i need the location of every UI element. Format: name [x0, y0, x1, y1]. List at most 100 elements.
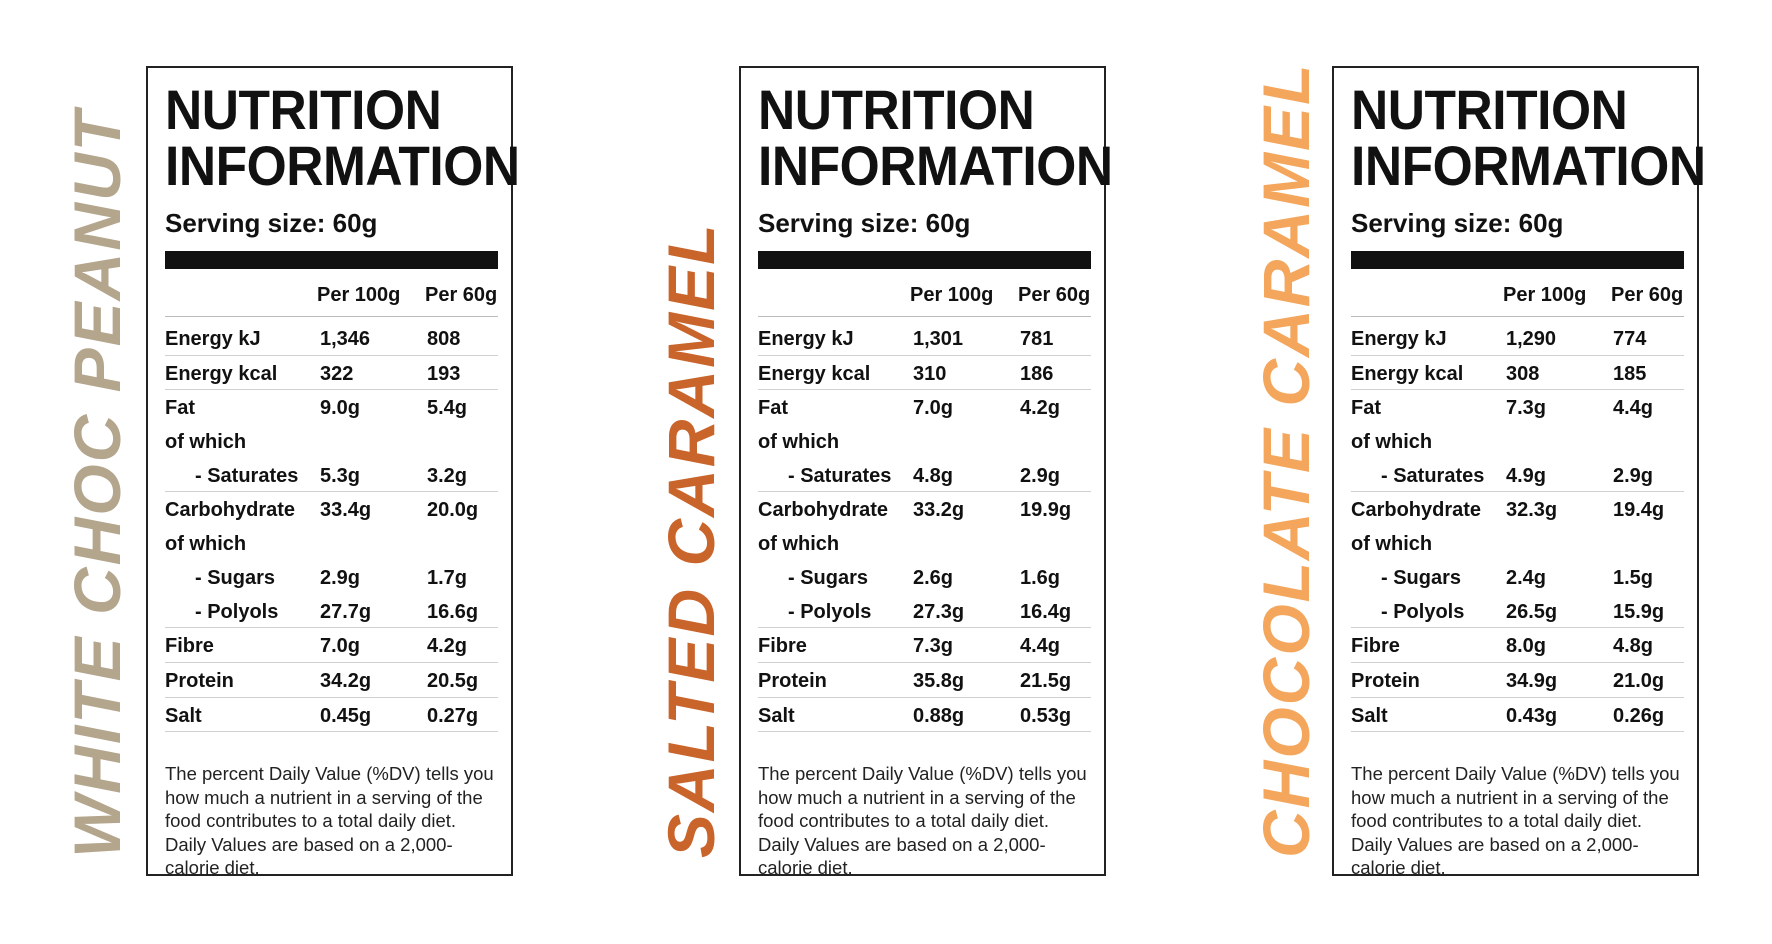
nutrient-row: - Saturates 5.3g 3.2g [165, 458, 498, 493]
nutrient-row: Fat 7.0g 4.2g [758, 390, 1091, 424]
nutrient-name: Fibre [758, 635, 807, 658]
col-per100-header: Per 100g [1503, 284, 1587, 306]
nutrient-name: Energy kcal [165, 362, 278, 385]
nutrient-per60: 774 [1613, 328, 1647, 350]
nutrient-per60: 20.0g [427, 499, 479, 522]
nutrient-row: Energy kcal 310 186 [758, 356, 1091, 391]
label-content: NUTRITION INFORMATION Serving size: 60g … [165, 78, 520, 880]
nutrient-per100: 0.88g [913, 704, 965, 727]
col-per60-header: Per 60g [1018, 284, 1091, 306]
nutrient-per100: 27.3g [913, 600, 965, 623]
nutrient-per60: 4.2g [427, 635, 468, 658]
nutrient-name: Protein [1351, 669, 1420, 692]
column-header: Per 100g Per 60g [758, 269, 1091, 317]
col-per100-header: Per 100g [317, 284, 401, 306]
nutrient-name: Energy kJ [165, 328, 261, 350]
nutrient-per100: 322 [320, 362, 354, 385]
nutrient-per60: 2.9g [1613, 464, 1654, 487]
nutrient-row: - Saturates 4.9g 2.9g [1351, 458, 1684, 493]
nutrient-per60: 4.2g [1020, 397, 1061, 420]
label-title-line2: INFORMATION [165, 134, 520, 197]
nutrient-per100: 33.4g [320, 499, 372, 522]
nutrient-name: - Polyols [788, 600, 872, 623]
nutrient-per60: 16.6g [427, 600, 479, 623]
nutrient-row: of which [758, 424, 1091, 458]
nutrient-rows: Energy kJ 1,290 774 Energy kcal 308 185 Fat 7.3… [1351, 321, 1684, 733]
nutrient-per100: 1,290 [1506, 328, 1557, 350]
nutrient-row: Energy kcal 308 185 [1351, 356, 1684, 391]
nutrient-row: Energy kcal 322 193 [165, 356, 498, 391]
nutrient-name: Fibre [165, 635, 214, 658]
nutrition-label-white-choc-peanut: NUTRITION INFORMATION Serving size: 60g … [146, 66, 520, 878]
nutrient-per60: 781 [1020, 328, 1054, 350]
nutrient-name: of which [165, 431, 247, 454]
nutrient-name: Carbohydrate [758, 499, 889, 522]
nutrient-per60: 4.8g [1613, 635, 1654, 658]
label-title-line2: INFORMATION [1351, 134, 1706, 197]
nutrient-row: Salt 0.88g 0.53g [758, 698, 1091, 733]
nutrient-per60: 4.4g [1020, 635, 1061, 658]
nutrient-row: Protein 34.2g 20.5g [165, 663, 498, 698]
nutrient-per100: 32.3g [1506, 499, 1558, 522]
nutrition-label-salted-caramel: NUTRITION INFORMATION Serving size: 60g … [739, 66, 1113, 878]
nutrition-label-chocolate-caramel: NUTRITION INFORMATION Serving size: 60g … [1332, 66, 1706, 878]
nutrient-per60: 21.0g [1613, 669, 1665, 692]
nutrient-rows: Energy kJ 1,301 781 Energy kcal 310 186 Fat 7.0… [758, 321, 1091, 733]
nutrient-name: - Sugars [1381, 566, 1462, 589]
nutrient-name: of which [1351, 533, 1433, 556]
nutrient-row: Salt 0.43g 0.26g [1351, 698, 1684, 733]
nutrient-row: Energy kJ 1,290 774 [1351, 321, 1684, 356]
nutrient-per60: 193 [427, 362, 461, 385]
nutrient-row: of which [1351, 526, 1684, 560]
nutrient-per100: 34.2g [320, 669, 372, 692]
nutrient-row: of which [165, 424, 498, 458]
nutrient-per60: 20.5g [427, 669, 479, 692]
nutrient-row: - Sugars 2.9g 1.7g [165, 560, 498, 594]
nutrient-name: Carbohydrate [165, 499, 296, 522]
nutrient-row: - Polyols 27.7g 16.6g [165, 594, 498, 629]
nutrient-name: - Sugars [788, 566, 869, 589]
nutrient-row: - Polyols 26.5g 15.9g [1351, 594, 1684, 629]
nutrient-per100: 310 [913, 362, 947, 385]
nutrient-per60: 0.53g [1020, 704, 1072, 727]
nutrient-per100: 1,301 [913, 328, 964, 350]
column-header: Per 100g Per 60g [1351, 269, 1684, 317]
flavor-name-white-choc-peanut: WHITE CHOC PEANUT [60, 109, 134, 858]
nutrient-row: of which [1351, 424, 1684, 458]
nutrient-row: Fibre 7.3g 4.4g [758, 628, 1091, 663]
nutrient-name: Energy kJ [1351, 328, 1447, 350]
nutrient-per100: 2.4g [1506, 566, 1547, 589]
nutrient-name: of which [758, 431, 840, 454]
nutrient-per60: 0.26g [1613, 704, 1665, 727]
nutrient-name: Fat [165, 397, 195, 420]
nutrient-per100: 27.7g [320, 600, 372, 623]
nutrient-per60: 4.4g [1613, 397, 1654, 420]
nutrient-name: - Saturates [1381, 464, 1485, 487]
nutrient-name: of which [165, 533, 247, 556]
nutrient-row: Protein 34.9g 21.0g [1351, 663, 1684, 698]
nutrient-row: Protein 35.8g 21.5g [758, 663, 1091, 698]
nutrient-row: of which [165, 526, 498, 560]
nutrient-name: Energy kJ [758, 328, 854, 350]
column-header: Per 100g Per 60g [165, 269, 498, 317]
nutrient-per100: 7.0g [913, 397, 954, 420]
nutrient-per60: 0.27g [427, 704, 479, 727]
nutrient-rows: Energy kJ 1,346 808 Energy kcal 322 193 Fat 9.0… [165, 321, 498, 733]
label-content: NUTRITION INFORMATION Serving size: 60g … [758, 82, 1113, 880]
nutrient-per100: 33.2g [913, 499, 965, 522]
nutrient-row: Fibre 7.0g 4.2g [165, 628, 498, 663]
nutrient-row: Energy kJ 1,346 808 [165, 321, 498, 356]
col-per100-header: Per 100g [910, 284, 994, 306]
nutrient-name: Protein [758, 669, 827, 692]
nutrient-name: - Saturates [195, 464, 299, 487]
nutrient-per100: 4.9g [1506, 464, 1547, 487]
nutrient-name: Fat [758, 397, 788, 420]
label-title-line1: NUTRITION [165, 78, 442, 141]
divider-bar [165, 251, 498, 269]
nutrient-name: Salt [758, 704, 795, 727]
nutrient-per60: 1.5g [1613, 566, 1654, 589]
nutrient-name: Carbohydrate [1351, 499, 1482, 522]
dv-footnote: The percent Daily Value (%DV) tells you … [758, 763, 1087, 879]
nutrient-per100: 0.43g [1506, 704, 1558, 727]
nutrient-per100: 26.5g [1506, 600, 1558, 623]
